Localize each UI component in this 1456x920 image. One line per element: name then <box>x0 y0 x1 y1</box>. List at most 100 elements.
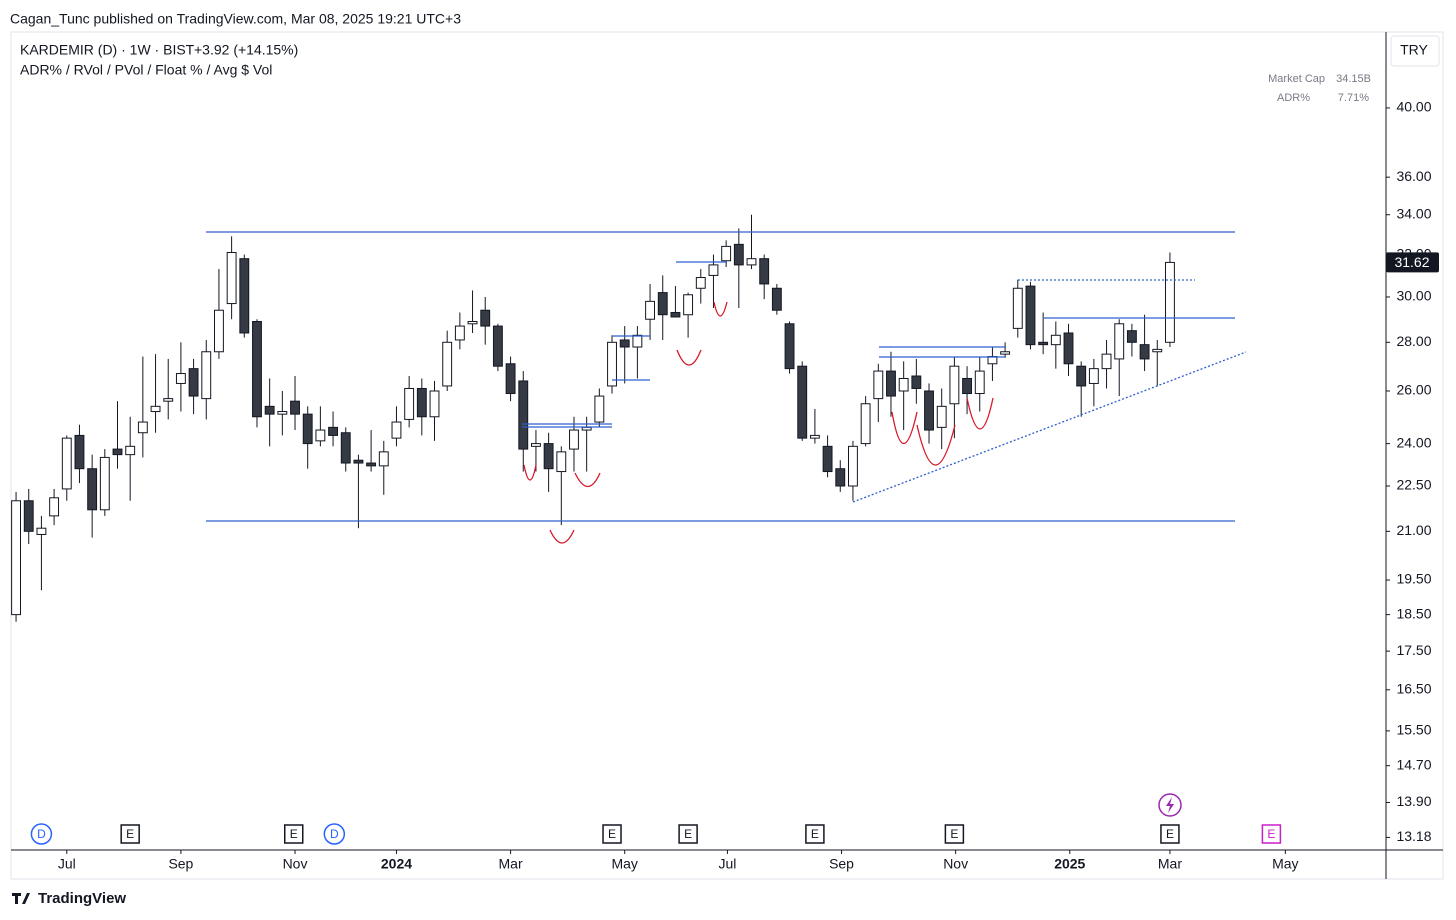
candle-body <box>746 258 757 266</box>
y-tick-label: 40.00 <box>1396 99 1431 115</box>
earnings-marker[interactable] <box>1261 824 1282 844</box>
y-tick-label: 36.00 <box>1396 168 1431 184</box>
x-tick-label: Sep <box>168 856 193 872</box>
candle-body <box>873 370 884 400</box>
candle-body <box>670 311 681 318</box>
dividend-marker[interactable] <box>323 823 346 845</box>
candle-body <box>137 421 148 434</box>
last-price-box <box>1386 252 1439 273</box>
event-label: E <box>811 827 819 841</box>
candle-body <box>1152 348 1163 353</box>
earnings-marker[interactable] <box>120 824 140 844</box>
logo-text: TradingView <box>38 890 126 907</box>
last-price: 31.62 <box>1394 254 1429 270</box>
publisher: Cagan_Tunc published on TradingView.com,… <box>10 11 461 27</box>
stat-label: ADR% <box>1277 92 1310 104</box>
candle-body <box>175 373 186 384</box>
x-tick-label: May <box>611 856 637 872</box>
x-tick-label: May <box>1272 856 1298 872</box>
lightning <box>1166 797 1174 813</box>
frame <box>10 31 1444 880</box>
candle-body <box>1012 287 1023 329</box>
candle-body <box>416 387 427 418</box>
currency-button[interactable] <box>1390 35 1440 67</box>
candle-body <box>1126 330 1137 343</box>
earnings-marker[interactable] <box>284 824 304 844</box>
candle-body <box>480 309 491 327</box>
candle-body <box>315 429 326 442</box>
earnings-marker[interactable] <box>602 824 622 844</box>
arc <box>916 424 956 466</box>
candle-body <box>543 443 554 470</box>
candle-body <box>632 334 643 348</box>
candle-body <box>467 321 478 325</box>
candle-body <box>1025 285 1036 346</box>
event-label: D <box>330 827 339 841</box>
candle-body <box>1101 353 1112 370</box>
event-label: E <box>1166 827 1174 841</box>
candle-body <box>771 287 782 311</box>
candle-body <box>1139 344 1150 360</box>
earnings-marker[interactable] <box>805 824 825 844</box>
y-tick-label: 13.18 <box>1396 828 1431 844</box>
arc <box>891 411 918 445</box>
y-tick-label: 28.00 <box>1396 333 1431 349</box>
candle-body <box>936 405 947 428</box>
candle-body <box>657 292 668 316</box>
y-tick-label: 15.50 <box>1396 722 1431 738</box>
candle-body <box>645 300 656 320</box>
earnings-marker[interactable] <box>1160 824 1180 844</box>
candle-body <box>1165 261 1175 343</box>
arc <box>523 464 537 481</box>
candle-body <box>886 370 896 397</box>
candle-body <box>949 365 960 405</box>
candle-body <box>531 443 541 447</box>
candle-body <box>569 429 579 450</box>
candle-body <box>683 294 694 316</box>
candle-body <box>848 445 858 487</box>
currency: TRY <box>1400 42 1428 58</box>
x-tick-label: Jul <box>58 856 76 872</box>
y-tick-label: 24.00 <box>1396 434 1431 450</box>
candle-body <box>505 363 516 395</box>
candle-body <box>594 395 605 423</box>
candle-body <box>784 323 795 370</box>
dividend-marker[interactable] <box>30 823 53 845</box>
lightning-icon[interactable] <box>1158 793 1182 817</box>
candle-body <box>252 321 262 418</box>
candle-body <box>759 258 770 285</box>
x-tick-label: Sep <box>829 856 854 872</box>
candle-body <box>924 390 934 431</box>
candle-body <box>454 325 465 341</box>
candle-body <box>36 527 47 535</box>
y-tick-label: 19.50 <box>1396 571 1431 587</box>
candle-body <box>974 370 985 395</box>
x-tick-label: 2024 <box>381 856 412 872</box>
arc <box>574 472 601 488</box>
logo-mark <box>12 893 30 904</box>
candle-body <box>518 380 529 450</box>
candle-body <box>898 377 909 392</box>
event-label: E <box>950 827 958 841</box>
x-tick-label: Mar <box>1158 856 1182 872</box>
earnings-marker[interactable] <box>944 824 965 844</box>
candle-body <box>328 426 338 436</box>
y-tick-label: 22.50 <box>1396 477 1431 493</box>
candle-body <box>150 405 161 413</box>
arc <box>676 349 702 366</box>
candle-body <box>1038 341 1049 346</box>
stats-panel: Market Cap 34.15B ADR% 7.71% <box>1268 73 1371 104</box>
candle-body <box>99 456 110 511</box>
event-label: D <box>37 827 46 841</box>
candle-body <box>1114 323 1125 360</box>
candle-body <box>822 445 833 473</box>
x-tick-label: Jul <box>718 856 736 872</box>
candle-body <box>1063 332 1074 365</box>
event-label: E <box>1267 827 1275 841</box>
candle-body <box>695 277 706 289</box>
arc <box>549 529 575 544</box>
candle-body <box>353 459 364 464</box>
y-tick-label: 16.50 <box>1396 680 1431 696</box>
candle-body <box>429 390 440 418</box>
earnings-marker[interactable] <box>678 824 698 844</box>
